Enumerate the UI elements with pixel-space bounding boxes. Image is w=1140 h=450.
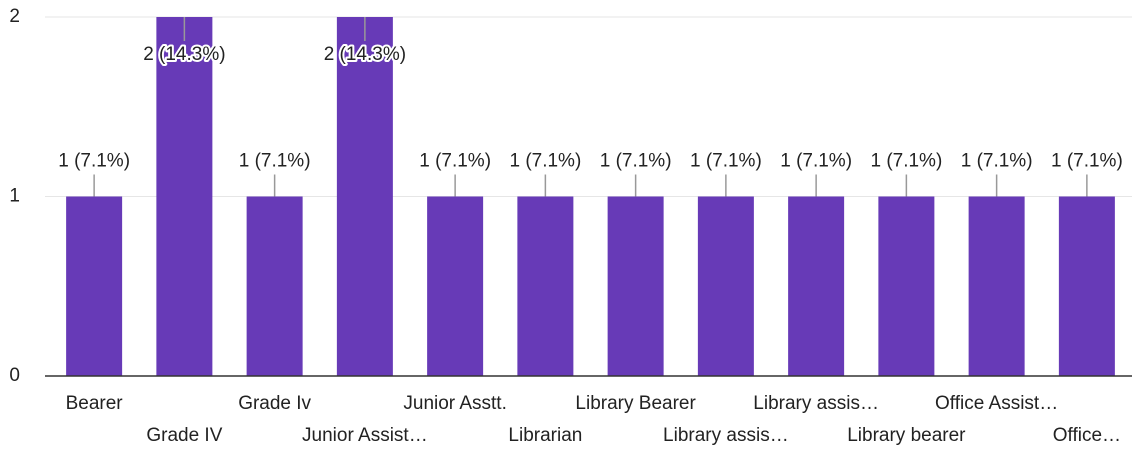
value-label: 1 (7.1%) [961,151,1033,172]
x-tick-label: Library assis… [753,393,879,414]
bar [156,17,213,376]
bar [968,196,1025,376]
bar [517,196,574,376]
bar [697,196,754,376]
y-tick-label: 0 [9,365,20,386]
value-label: 1 (7.1%) [239,151,311,172]
bar [788,196,845,376]
x-tick-label: Library assis… [663,425,789,446]
value-label: 2 (14.3%) [143,44,225,65]
y-tick-label: 2 [9,6,20,27]
bar [878,196,935,376]
bar [607,196,664,376]
value-label: 1 (7.1%) [419,151,491,172]
x-tick-label: Grade Iv [238,393,311,414]
bar [336,17,393,376]
x-tick-label: Librarian [508,425,582,446]
value-label: 1 (7.1%) [1051,151,1123,172]
bar [246,196,303,376]
x-tick-label: Library bearer [847,425,966,446]
x-tick-label: Junior Assist… [302,425,428,446]
x-tick-label: Office… [1053,425,1121,446]
x-tick-label: Junior Asstt. [403,393,507,414]
bar [66,196,123,376]
value-label: 1 (7.1%) [780,151,852,172]
x-tick-label: Bearer [66,393,124,414]
x-tick-label: Library Bearer [575,393,696,414]
y-tick-label: 1 [9,186,20,207]
x-tick-label: Office Assist… [935,393,1058,414]
value-label: 1 (7.1%) [58,151,130,172]
bar [427,196,484,376]
value-label: 1 (7.1%) [870,151,942,172]
value-label: 1 (7.1%) [600,151,672,172]
value-label: 1 (7.1%) [509,151,581,172]
bar [1058,196,1115,376]
x-tick-label: Grade IV [146,425,222,446]
value-label: 2 (14.3%) [324,44,406,65]
value-label: 1 (7.1%) [690,151,762,172]
